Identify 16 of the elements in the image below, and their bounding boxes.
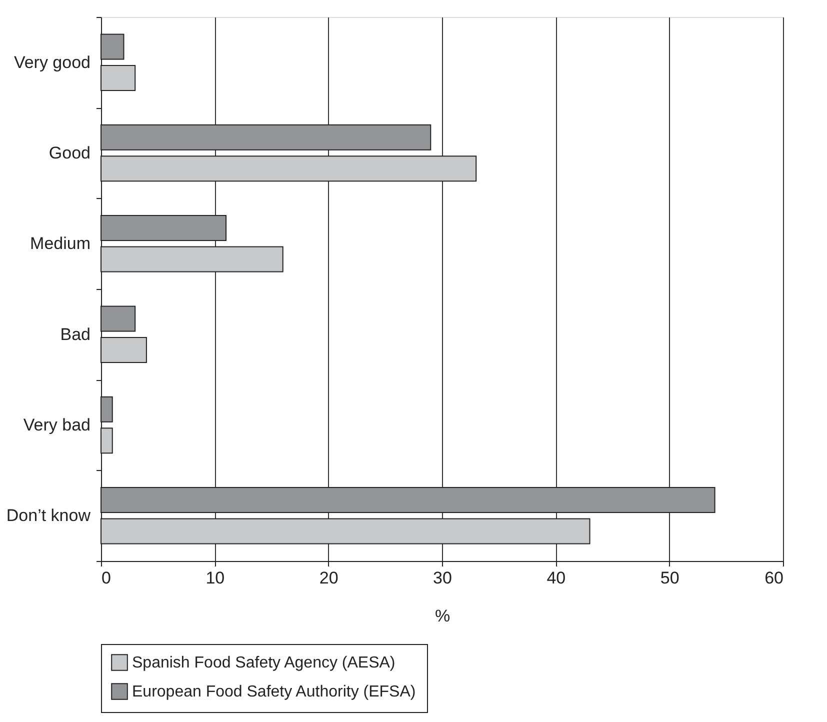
y-tick-label: Medium <box>30 234 90 254</box>
y-tick-label: Very bad <box>23 416 90 434</box>
y-tick-label: Good <box>48 144 90 162</box>
y-tick-label: Bad <box>60 324 90 344</box>
y-tick-label: Don’t know <box>6 506 92 526</box>
x-tick-label: 40 <box>546 568 566 588</box>
x-tick-label: 0 <box>102 568 111 588</box>
legend-label: Spanish Food Safety Agency (AESA) <box>132 654 396 672</box>
legend-label: European Food Safety Authority (EFSA) <box>132 684 416 700</box>
y-tick-label: Very good <box>14 52 90 72</box>
x-tick-label: 60 <box>764 568 784 588</box>
x-tick-label: 30 <box>433 568 452 588</box>
x-tick-label: 20 <box>319 568 338 588</box>
x-tick-label: 10 <box>206 568 225 588</box>
x-axis-title: % <box>434 606 450 626</box>
x-tick-label: 50 <box>660 568 680 588</box>
